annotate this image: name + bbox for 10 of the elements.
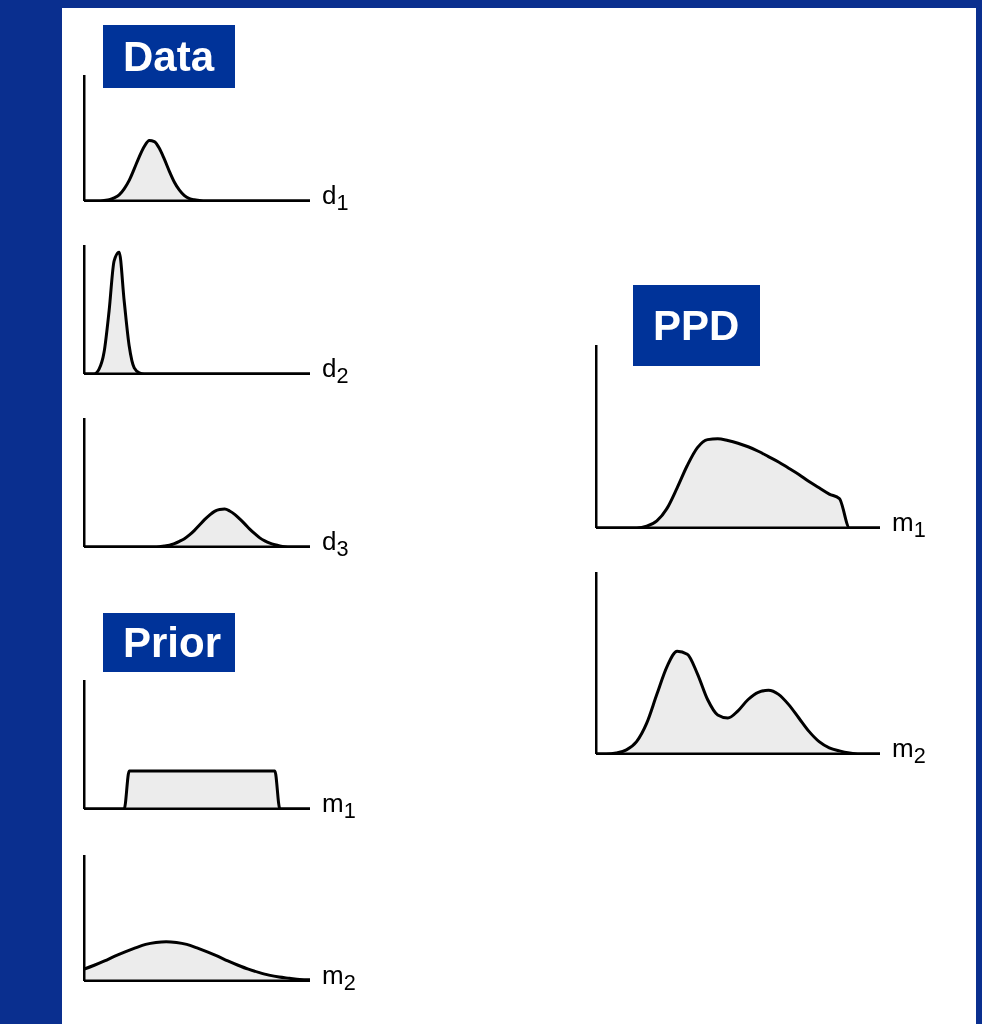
x-axis-title: m$_{2}$	[322, 960, 356, 997]
x-axis-title: m$_{2}$	[892, 733, 926, 770]
chart-title: Data	[103, 25, 235, 88]
chart-title: PPD	[633, 285, 760, 366]
x-axis-title: m$_{1}$	[892, 507, 926, 544]
x-axis-title: m$_{1}$	[322, 788, 356, 825]
x-axis-title: d$_{3}$	[322, 526, 349, 563]
chart-title: Prior	[103, 613, 235, 672]
x-axis-title: d$_{1}$	[322, 180, 349, 217]
x-axis-title: d$_{2}$	[322, 353, 349, 390]
